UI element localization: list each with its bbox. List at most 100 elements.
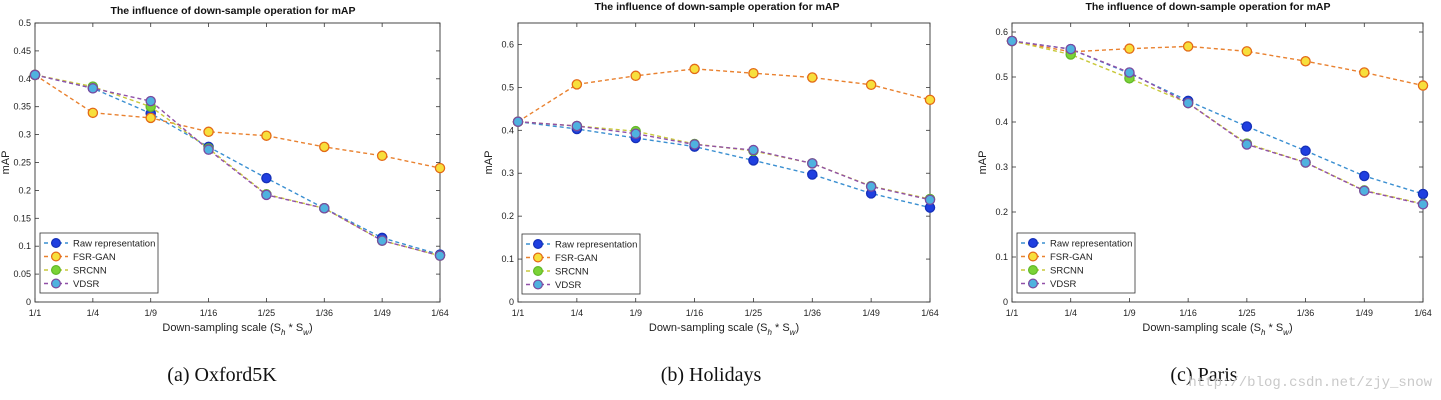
x-axis-label: Down-sampling scale (Sh * Sw) [162, 322, 312, 337]
legend-label: FSR-GAN [1050, 252, 1093, 263]
x-tick-label: 1/49 [373, 308, 391, 318]
x-axis-label-part: * S [285, 322, 303, 334]
series-line-vdsr [34, 74, 441, 257]
x-tick-label: 1/49 [862, 308, 880, 318]
data-point-fsr-gan [376, 150, 388, 162]
y-tick-label: 0.1 [501, 254, 514, 264]
y-tick-label: 0.1 [18, 241, 31, 251]
data-point-vdsr [1417, 199, 1429, 210]
plot-area-frame [1011, 22, 1424, 303]
series-line-raw-representation [34, 74, 441, 256]
data-point-raw-representation [1417, 188, 1429, 200]
y-tick-label: 0.5 [18, 18, 31, 28]
x-tick-label: 1/4 [1064, 308, 1077, 318]
data-point-fsr-gan [571, 79, 583, 90]
data-point-raw-representation [807, 169, 818, 180]
series-line-vdsr [1011, 40, 1424, 205]
x-tick-label: 1/64 [431, 308, 449, 318]
x-axis-label-part: Down-sampling scale (S [649, 322, 768, 334]
data-point-vdsr [261, 189, 272, 201]
x-axis-label-part: h [767, 328, 772, 337]
chart-title: The influence of down-sample operation f… [110, 5, 355, 17]
subfigure-caption: (c) Paris [1170, 364, 1237, 386]
data-point-fsr-gan [261, 130, 272, 141]
y-tick-label: 0.5 [995, 72, 1008, 82]
data-point-fsr-gan [87, 107, 99, 119]
legend-marker [1027, 265, 1038, 276]
y-tick-label: 0.5 [501, 82, 514, 92]
data-point-vdsr [1359, 185, 1370, 197]
x-tick-label: 1/36 [804, 308, 822, 318]
x-tick-label: 1/25 [1238, 308, 1256, 318]
data-point-fsr-gan [630, 70, 641, 82]
x-axis-label-part: w [790, 328, 797, 337]
y-tick-label: 0.05 [13, 269, 31, 279]
legend-label: SRCNN [555, 267, 589, 278]
x-tick-label: 1/9 [1123, 308, 1136, 318]
chart-panel-2: The influence of down-sample operation f… [483, 1, 939, 386]
legend-label: FSR-GAN [73, 252, 116, 263]
data-point-vdsr [29, 69, 41, 81]
x-axis-label-part: h [281, 328, 286, 337]
series-line-srcnn [1011, 40, 1424, 205]
y-tick-label: 0.4 [995, 117, 1008, 127]
legend-marker [532, 266, 543, 277]
series-line-fsr-gan [1011, 40, 1424, 87]
legend-marker [50, 265, 61, 276]
y-tick-label: 0 [509, 297, 514, 307]
x-tick-label: 1/36 [1297, 308, 1315, 318]
x-axis-label-part: Down-sampling scale (S [162, 322, 281, 334]
x-axis-label: Down-sampling scale (Sh * Sw) [649, 322, 799, 337]
x-axis-label-part: w [1283, 328, 1290, 337]
legend-marker [1027, 278, 1038, 289]
data-point-fsr-gan [689, 63, 700, 75]
data-point-fsr-gan [145, 112, 156, 124]
data-point-fsr-gan [1417, 80, 1429, 91]
x-axis-label-part: * S [1265, 322, 1283, 334]
x-axis-label-part: h [1261, 328, 1266, 337]
legend-label: VDSR [1050, 279, 1077, 290]
legend-label: Raw representation [555, 240, 637, 251]
y-tick-label: 0.6 [995, 27, 1008, 37]
legend-marker [1027, 251, 1038, 262]
data-point-vdsr [434, 250, 446, 261]
legend-label: Raw representation [1050, 239, 1132, 250]
data-point-fsr-gan [434, 162, 446, 174]
y-tick-label: 0.45 [13, 46, 31, 56]
legend-label: SRCNN [73, 266, 107, 277]
legend-marker [532, 279, 543, 290]
legend-marker [50, 251, 61, 262]
data-point-vdsr [689, 139, 700, 150]
data-point-vdsr [319, 203, 330, 214]
y-tick-label: 0.6 [501, 39, 514, 49]
x-axis-label-part: w [303, 328, 310, 337]
x-axis-label-part: ) [795, 322, 799, 334]
data-point-vdsr [1182, 97, 1194, 109]
legend-label: SRCNN [1050, 266, 1084, 277]
x-tick-label: 1/64 [1414, 308, 1432, 318]
y-tick-label: 0.4 [501, 125, 514, 135]
data-point-raw-representation [1300, 145, 1311, 157]
watermark-text: http://blog.csdn.net/zjy_snow [1188, 375, 1432, 391]
legend-marker [50, 278, 61, 289]
series-line-raw-representation [1011, 40, 1424, 195]
data-point-vdsr [1241, 139, 1253, 150]
x-tick-label: 1/4 [571, 308, 584, 318]
y-tick-label: 0.3 [501, 168, 514, 178]
legend-marker [532, 252, 543, 263]
x-tick-label: 1/16 [200, 308, 218, 318]
data-point-vdsr [748, 144, 759, 156]
series-line-raw-representation [517, 121, 931, 209]
x-tick-label: 1/1 [1006, 308, 1019, 318]
data-point-vdsr [1065, 43, 1076, 55]
legend-marker [50, 238, 61, 249]
y-axis-label: mAP [977, 151, 989, 175]
y-axis-label: mAP [483, 151, 495, 175]
y-tick-label: 0.4 [18, 74, 31, 84]
data-point-fsr-gan [807, 72, 818, 83]
x-tick-label: 1/9 [144, 308, 157, 318]
data-point-vdsr [512, 116, 524, 127]
data-point-raw-representation [748, 155, 759, 166]
data-point-fsr-gan [1182, 41, 1194, 52]
